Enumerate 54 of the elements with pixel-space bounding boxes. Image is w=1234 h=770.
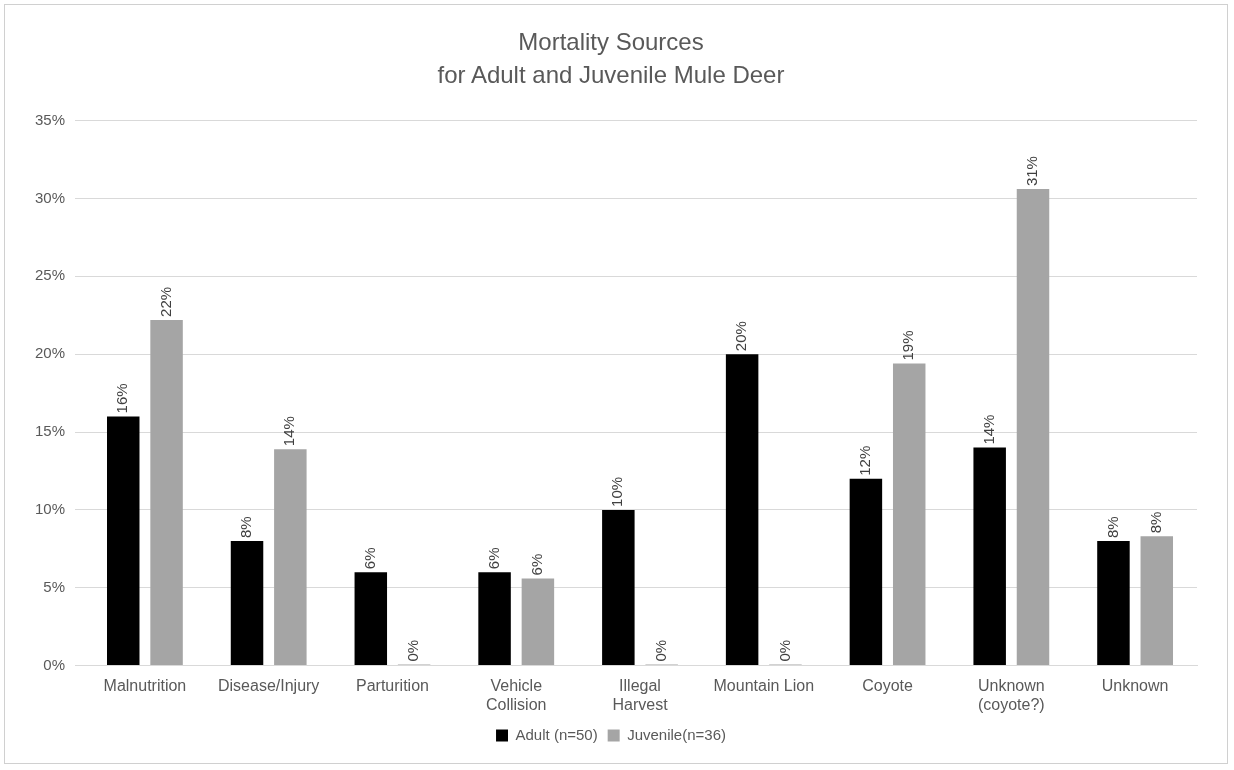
bar bbox=[892, 363, 926, 666]
bar bbox=[150, 319, 183, 666]
chart-subtitle: for Adult and Juvenile Mule Deer bbox=[437, 60, 785, 88]
data-label: 14% bbox=[280, 416, 298, 447]
data-label: 6% bbox=[484, 547, 502, 570]
data-label: 12% bbox=[856, 445, 874, 476]
x-tick-label: Unknown bbox=[1101, 676, 1169, 694]
y-tick-label: 35% bbox=[34, 110, 66, 128]
bar bbox=[107, 416, 140, 666]
x-tick-label: Malnutrition bbox=[103, 676, 187, 694]
bar bbox=[849, 478, 883, 666]
bar bbox=[1097, 541, 1130, 666]
data-label: 8% bbox=[1146, 511, 1164, 534]
data-label: 0% bbox=[651, 639, 669, 662]
data-label: 8% bbox=[1103, 516, 1121, 539]
data-label: 0% bbox=[775, 639, 793, 662]
x-tick-label: Mountain Lion bbox=[713, 676, 815, 694]
data-label: 8% bbox=[237, 516, 255, 539]
legend-label: Adult (n=50) bbox=[515, 725, 598, 743]
bar bbox=[274, 449, 307, 666]
bar bbox=[1140, 536, 1174, 666]
bar bbox=[478, 572, 511, 666]
x-tick-label: Unknown (coyote?) bbox=[977, 676, 1045, 713]
data-label: 6% bbox=[528, 553, 546, 576]
x-tick-label: Illegal Harvest bbox=[612, 676, 669, 713]
y-tick-label: 15% bbox=[34, 422, 66, 440]
data-label: 10% bbox=[608, 476, 626, 507]
data-label: 31% bbox=[1023, 156, 1041, 187]
chart-title: Mortality Sources bbox=[518, 28, 704, 56]
bar bbox=[521, 578, 555, 666]
bar bbox=[973, 447, 1006, 666]
data-label: 19% bbox=[899, 330, 917, 361]
data-label: 14% bbox=[979, 414, 997, 445]
y-tick-label: 5% bbox=[43, 577, 66, 595]
data-label: 20% bbox=[732, 321, 750, 352]
x-tick-label: Parturition bbox=[356, 676, 429, 694]
data-label: 22% bbox=[156, 286, 174, 317]
y-tick-label: 10% bbox=[34, 500, 66, 518]
y-tick-label: 20% bbox=[34, 344, 66, 362]
y-tick-label: 30% bbox=[34, 188, 66, 206]
data-label: 0% bbox=[404, 639, 422, 662]
y-tick-label: 25% bbox=[34, 266, 66, 284]
x-tick-label: Disease/Injury bbox=[218, 676, 320, 694]
bar bbox=[602, 509, 635, 666]
legend-label: Juvenile(n=36) bbox=[627, 725, 726, 743]
data-label: 16% bbox=[113, 383, 131, 414]
bar bbox=[230, 541, 264, 666]
x-tick-label: Coyote bbox=[862, 676, 914, 694]
bar bbox=[725, 354, 759, 666]
bar bbox=[1016, 189, 1050, 666]
bar bbox=[354, 572, 388, 666]
x-tick-label: Vehicle Collision bbox=[486, 676, 547, 713]
data-label: 6% bbox=[360, 547, 378, 570]
y-tick-label: 0% bbox=[43, 655, 66, 673]
